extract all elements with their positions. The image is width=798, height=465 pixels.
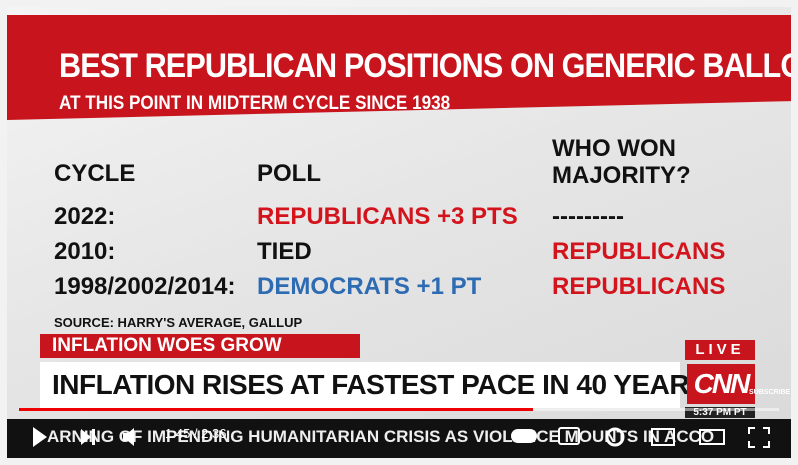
captions-button[interactable] [558,427,580,445]
fullscreen-button[interactable] [748,427,770,448]
time-display: 1:45 / 2:36 [165,426,227,441]
live-badge: LIVE [685,340,755,360]
winner: --------- [552,203,624,230]
network-logo: CNN [687,364,755,404]
graphic-title: BEST REPUBLICAN POSITIONS ON GENERIC BAL… [59,47,791,85]
source: SOURCE: HARRY'S AVERAGE, GALLUP [54,315,303,330]
volume-button[interactable] [123,428,134,446]
controls [33,427,770,448]
play-button[interactable] [33,427,47,447]
autoplay-toggle[interactable] [511,429,537,443]
graphic-subtitle: AT THIS POINT IN MIDTERM CYCLE SINCE 193… [59,93,451,114]
header: WHO WON MAJORITY? [552,135,691,189]
banner-tag: INFLATION WOES GROW [40,334,360,358]
cycle: 2022: [54,203,116,230]
subscribe-button[interactable]: SUBSCRIBE [749,389,791,396]
theater-button[interactable] [699,429,725,445]
title-band [7,15,791,120]
header: CYCLE [54,160,136,187]
poll: REPUBLICANS +3 PTS [257,203,518,230]
winner: REPUBLICANS [552,273,726,300]
clock: 5:37 PM PT [685,407,755,418]
miniplayer-button[interactable] [651,428,675,446]
progress-played [19,408,533,411]
poll: TIED [257,238,312,265]
winner: REPUBLICANS [552,238,726,265]
cycle: 2010: [54,238,116,265]
next-button[interactable] [81,429,95,445]
settings-button[interactable] [605,427,625,447]
headline: INFLATION RISES AT FASTEST PACE IN 40 YE… [40,362,708,408]
cycle: 1998/2002/2014: [54,273,236,300]
header: POLL [257,160,321,187]
ticker: ARNING OF IMPENDING HUMANITARIAN CRISIS … [7,419,791,458]
video[interactable]: BEST REPUBLICAN POSITIONS ON GENERIC BAL… [7,7,791,458]
poll: DEMOCRATS +1 PT [257,273,482,300]
